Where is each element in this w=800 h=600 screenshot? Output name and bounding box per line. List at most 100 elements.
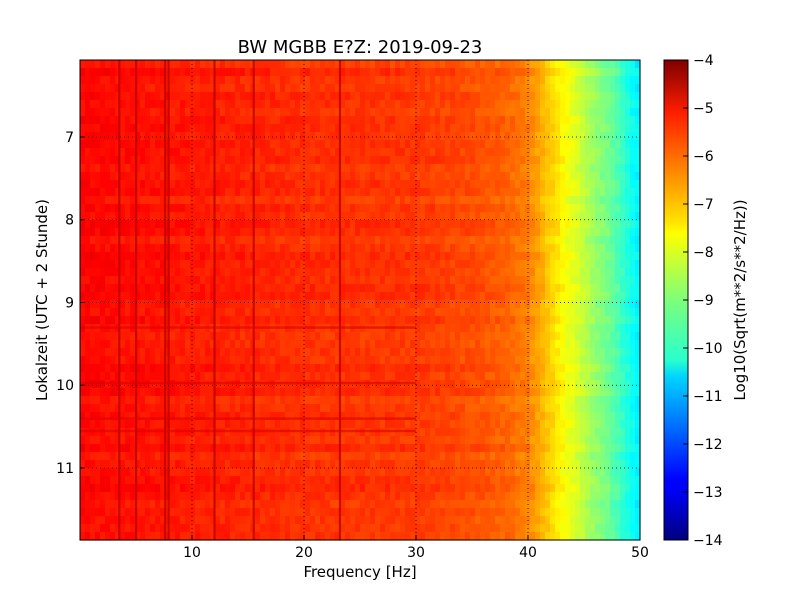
heatmap-cell	[370, 212, 376, 221]
heatmap-cell	[205, 300, 211, 309]
heatmap-cell	[410, 412, 416, 421]
heatmap-cell	[420, 148, 426, 157]
heatmap-cell	[405, 204, 411, 213]
heatmap-cell	[605, 100, 611, 109]
heatmap-cell	[90, 188, 96, 197]
heatmap-cell	[490, 76, 496, 85]
heatmap-cell	[240, 156, 246, 165]
heatmap-cell	[275, 332, 281, 341]
heatmap-cell	[110, 236, 116, 245]
heatmap-cell	[145, 332, 151, 341]
heatmap-cell	[595, 348, 601, 357]
heatmap-cell	[200, 68, 206, 77]
heatmap-cell	[280, 124, 286, 133]
heatmap-cell	[570, 204, 576, 213]
heatmap-cell	[215, 348, 221, 357]
heatmap-cell	[620, 92, 626, 101]
heatmap-cell	[285, 260, 291, 269]
heatmap-cell	[370, 116, 376, 125]
heatmap-cell	[290, 348, 296, 357]
heatmap-cell	[595, 108, 601, 117]
heatmap-cell	[420, 356, 426, 365]
heatmap-cell	[305, 140, 311, 149]
heatmap-cell	[310, 68, 316, 77]
heatmap-cell	[455, 116, 461, 125]
heatmap-cell	[580, 236, 586, 245]
heatmap-cell	[520, 244, 526, 253]
heatmap-cell	[420, 220, 426, 229]
heatmap-cell	[630, 204, 636, 213]
heatmap-cell	[370, 380, 376, 389]
heatmap-cell	[610, 236, 616, 245]
heatmap-cell	[180, 124, 186, 133]
heatmap-cell	[550, 156, 556, 165]
heatmap-cell	[590, 132, 596, 141]
heatmap-cell	[115, 244, 121, 253]
heatmap-cell	[205, 132, 211, 141]
heatmap-cell	[340, 260, 346, 269]
heatmap-cell	[400, 380, 406, 389]
heatmap-cell	[440, 124, 446, 133]
heatmap-cell	[430, 92, 436, 101]
heatmap-cell	[270, 244, 276, 253]
heatmap-cell	[210, 332, 216, 341]
heatmap-cell	[380, 412, 386, 421]
heatmap-cell	[635, 180, 641, 189]
heatmap-cell	[585, 164, 591, 173]
heatmap-cell	[145, 204, 151, 213]
heatmap-cell	[495, 396, 501, 405]
heatmap-cell	[385, 364, 391, 373]
heatmap-cell	[540, 236, 546, 245]
heatmap-cell	[500, 324, 506, 333]
heatmap-cell	[100, 236, 106, 245]
heatmap-cell	[605, 140, 611, 149]
heatmap-cell	[350, 236, 356, 245]
heatmap-cell	[360, 172, 366, 181]
heatmap-cell	[320, 292, 326, 301]
heatmap-cell	[245, 380, 251, 389]
heatmap-cell	[215, 60, 221, 69]
heatmap-cell	[545, 260, 551, 269]
heatmap-cell	[610, 284, 616, 293]
heatmap-cell	[445, 92, 451, 101]
heatmap-cell	[115, 380, 121, 389]
heatmap-cell	[470, 188, 476, 197]
heatmap-cell	[450, 204, 456, 213]
heatmap-cell	[475, 292, 481, 301]
heatmap-cell	[85, 212, 91, 221]
heatmap-cell	[220, 204, 226, 213]
heatmap-cell	[260, 236, 266, 245]
heatmap-cell	[445, 60, 451, 69]
heatmap-cell	[215, 316, 221, 325]
heatmap-cell	[220, 172, 226, 181]
heatmap-cell	[380, 84, 386, 93]
heatmap-cell	[110, 212, 116, 221]
heatmap-cell	[485, 252, 491, 261]
heatmap-cell	[495, 188, 501, 197]
heatmap-cell	[555, 276, 561, 285]
heatmap-cell	[350, 276, 356, 285]
heatmap-cell	[620, 180, 626, 189]
heatmap-cell	[145, 340, 151, 349]
heatmap-cell	[390, 228, 396, 237]
heatmap-cell	[380, 172, 386, 181]
heatmap-cell	[270, 268, 276, 277]
heatmap-cell	[205, 76, 211, 85]
heatmap-cell	[80, 268, 86, 277]
heatmap-cell	[110, 132, 116, 141]
heatmap-cell	[635, 164, 641, 173]
heatmap-cell	[295, 268, 301, 277]
heatmap-cell	[220, 356, 226, 365]
heatmap-cell	[430, 84, 436, 93]
heatmap-cell	[600, 308, 606, 317]
heatmap-cell	[135, 76, 141, 85]
heatmap-cell	[290, 260, 296, 269]
heatmap-cell	[630, 316, 636, 325]
heatmap-cell	[515, 148, 521, 157]
heatmap-cell	[455, 404, 461, 413]
heatmap-cell	[460, 140, 466, 149]
heatmap-cell	[105, 212, 111, 221]
heatmap-cell	[225, 212, 231, 221]
heatmap-cell	[275, 404, 281, 413]
heatmap-cell	[455, 156, 461, 165]
